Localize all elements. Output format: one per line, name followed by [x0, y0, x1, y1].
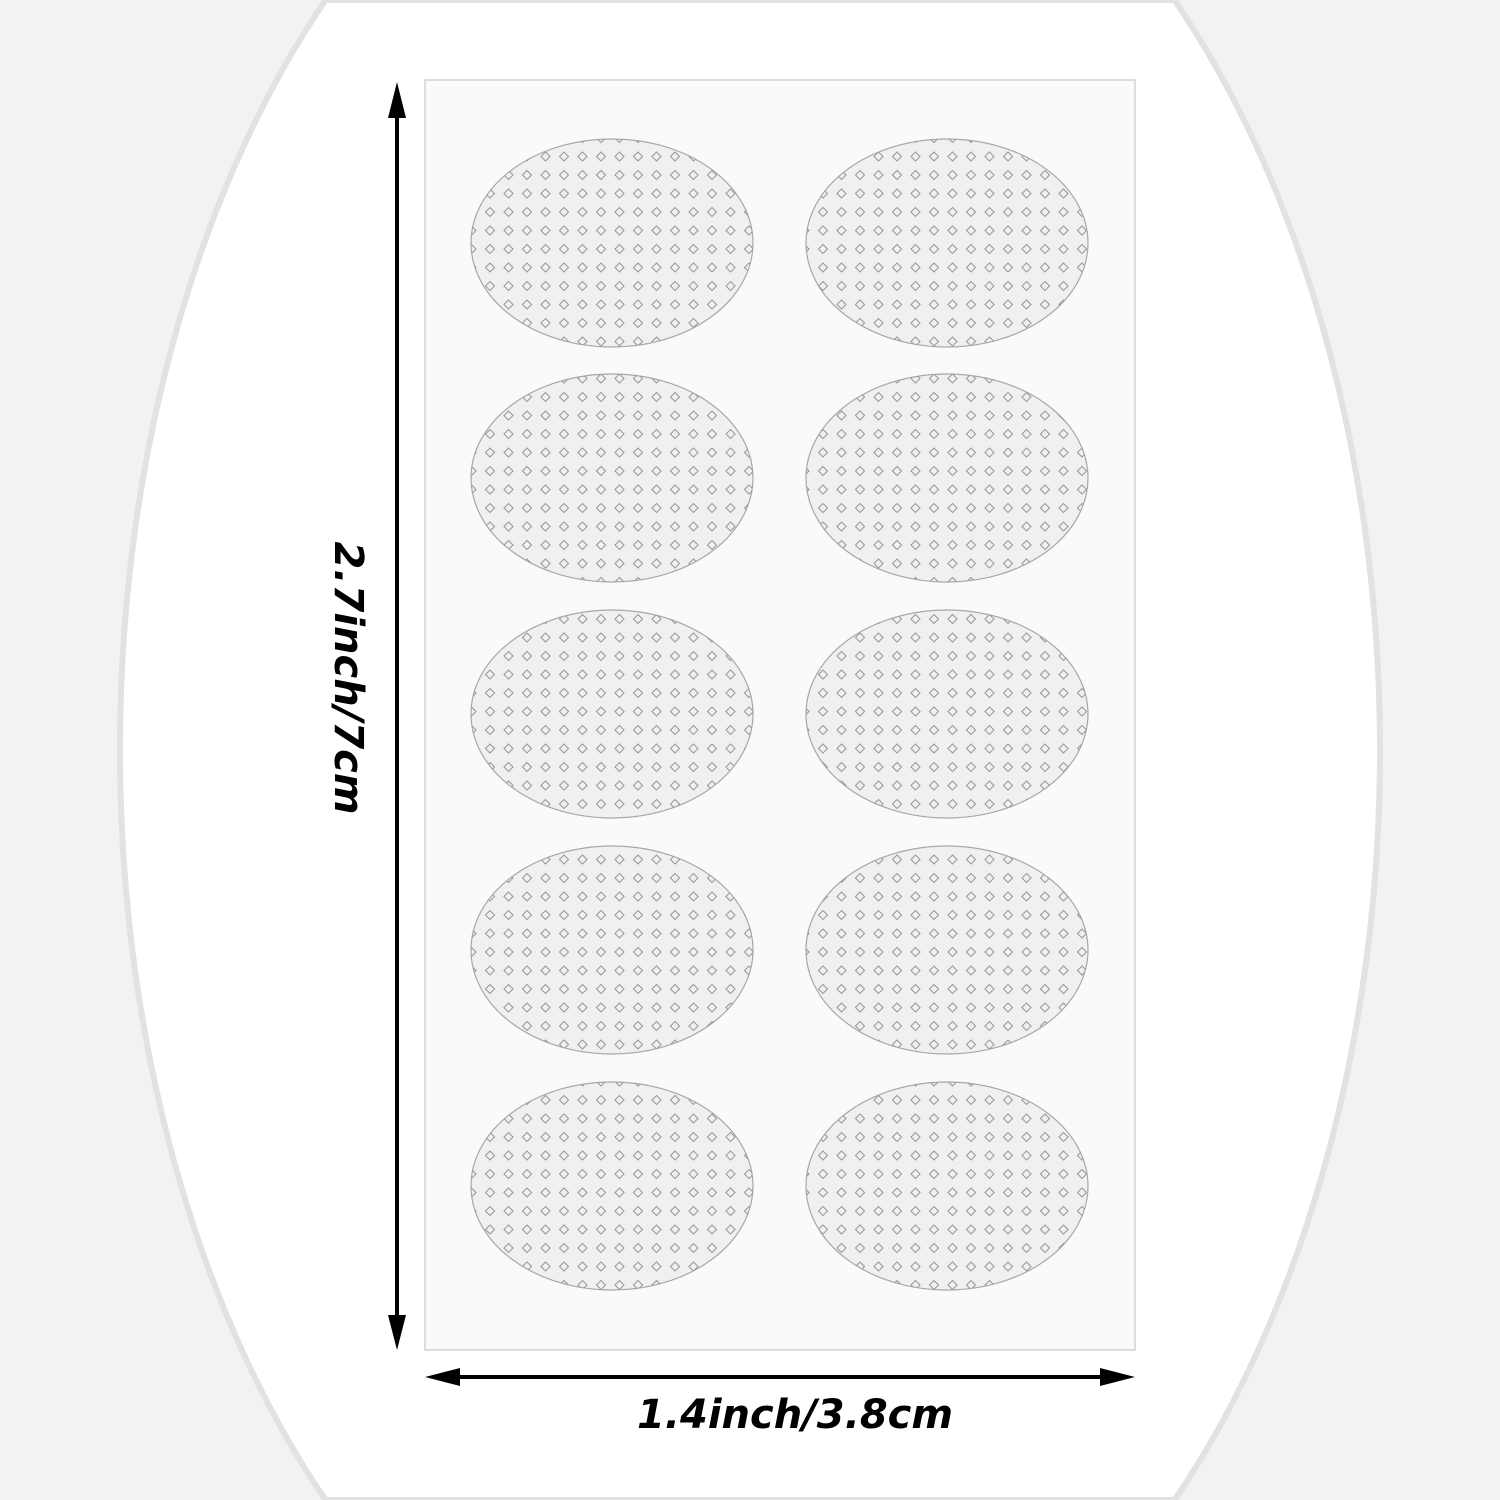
pad-texture: [806, 610, 1088, 818]
pad-texture: [471, 139, 753, 347]
pad-texture: [471, 846, 753, 1054]
width-label: 1.4inch/3.8cm: [637, 1392, 953, 1438]
height-label: 2.7inch/7cm: [325, 541, 371, 814]
pad-texture: [471, 374, 753, 582]
pad-texture: [806, 846, 1088, 1054]
pad-grid: [470, 138, 1089, 1291]
height-arrow: [388, 82, 406, 1350]
arrow-head-down-icon: [388, 1315, 406, 1350]
width-arrow: [425, 1368, 1135, 1386]
pad-texture: [806, 1082, 1088, 1290]
pad-texture: [471, 610, 753, 818]
pad-texture: [471, 1082, 753, 1290]
pad-texture: [806, 139, 1088, 347]
arrow-head-left-icon: [425, 1368, 460, 1386]
arrow-head-right-icon: [1100, 1368, 1135, 1386]
pad-texture: [806, 374, 1088, 582]
arrow-head-up-icon: [388, 82, 406, 118]
